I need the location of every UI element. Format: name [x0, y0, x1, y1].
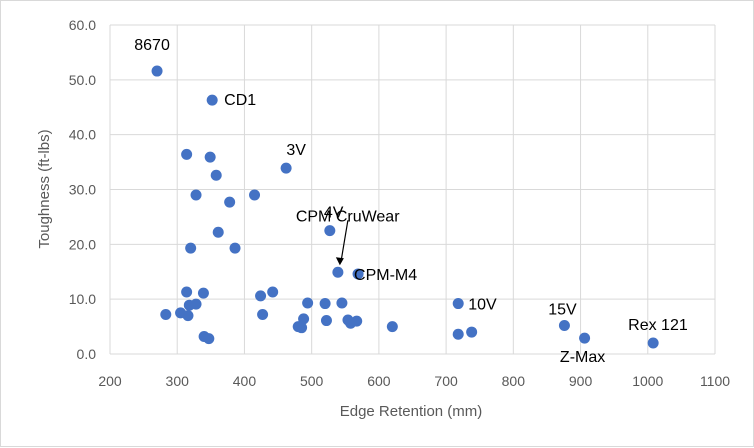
data-point [280, 162, 292, 174]
grid-layer [109, 24, 716, 355]
data-point [181, 286, 193, 298]
data-point [558, 319, 570, 331]
x-tick-label: 600 [367, 373, 391, 389]
data-point [210, 169, 222, 181]
tick-layer: 0.0 10.0 20.0 30.0 40.0 50.0 60.0 200 300 400 500 6… [69, 17, 731, 389]
x-tick-label: 900 [569, 373, 593, 389]
data-point [267, 286, 279, 298]
data-label: 15V [548, 301, 577, 318]
data-point [352, 268, 364, 280]
data-point [212, 226, 224, 238]
data-point [190, 298, 202, 310]
data-point [204, 151, 216, 163]
data-point [296, 322, 308, 334]
data-point [197, 287, 209, 299]
data-point [579, 332, 591, 344]
data-point [466, 326, 478, 338]
y-tick-label: 50.0 [69, 72, 96, 88]
y-axis-title: Toughness (ft-lbs) [36, 129, 53, 248]
data-label: 4V [324, 204, 344, 221]
data-label: CD1 [224, 92, 256, 109]
data-point [452, 298, 464, 310]
data-point [224, 196, 236, 208]
y-tick-label: 0.0 [77, 346, 97, 362]
y-tick-label: 60.0 [69, 17, 96, 33]
x-tick-label: 200 [98, 373, 122, 389]
data-point [298, 313, 310, 325]
x-tick-label: 500 [300, 373, 324, 389]
annotation-layer [335, 220, 349, 266]
data-point [647, 337, 659, 349]
data-point [151, 65, 163, 77]
data-point [345, 317, 357, 329]
x-tick-label: 800 [502, 373, 526, 389]
data-point [190, 189, 202, 201]
data-point [257, 309, 269, 321]
x-tick-label: 400 [233, 373, 257, 389]
data-point [181, 148, 193, 160]
data-point [386, 321, 398, 333]
data-point [249, 189, 261, 201]
y-tick-label: 20.0 [69, 236, 96, 252]
arrow-head [335, 257, 344, 266]
y-tick-label: 30.0 [69, 182, 96, 198]
x-tick-label: 300 [166, 373, 190, 389]
data-label: Z-Max [560, 349, 605, 366]
data-label: 8670 [134, 37, 170, 54]
leader-line [340, 220, 349, 263]
x-tick-label: 1000 [632, 373, 663, 389]
data-point [324, 225, 336, 237]
points-layer [151, 65, 659, 349]
x-tick-label: 700 [434, 373, 458, 389]
data-point [452, 328, 464, 340]
x-axis-title: Edge Retention (mm) [340, 403, 483, 420]
data-point [160, 309, 172, 321]
data-label: Rex 121 [628, 317, 688, 334]
data-label: CPM-M4 [354, 267, 417, 284]
data-point [182, 310, 194, 322]
data-point [255, 290, 267, 302]
x-tick-label: 1100 [700, 373, 730, 389]
data-point [203, 333, 215, 345]
data-point [206, 94, 218, 106]
data-label: 10V [468, 297, 497, 314]
data-point [319, 298, 331, 310]
data-point [185, 242, 197, 254]
y-tick-label: 40.0 [69, 127, 96, 143]
data-point [302, 297, 314, 309]
data-label: CPM CruWear [296, 209, 400, 226]
data-label: 3V [286, 142, 306, 159]
data-point [320, 315, 332, 327]
y-tick-label: 10.0 [69, 291, 96, 307]
data-point [336, 297, 348, 309]
data-point [229, 242, 241, 254]
data-point [332, 266, 344, 278]
